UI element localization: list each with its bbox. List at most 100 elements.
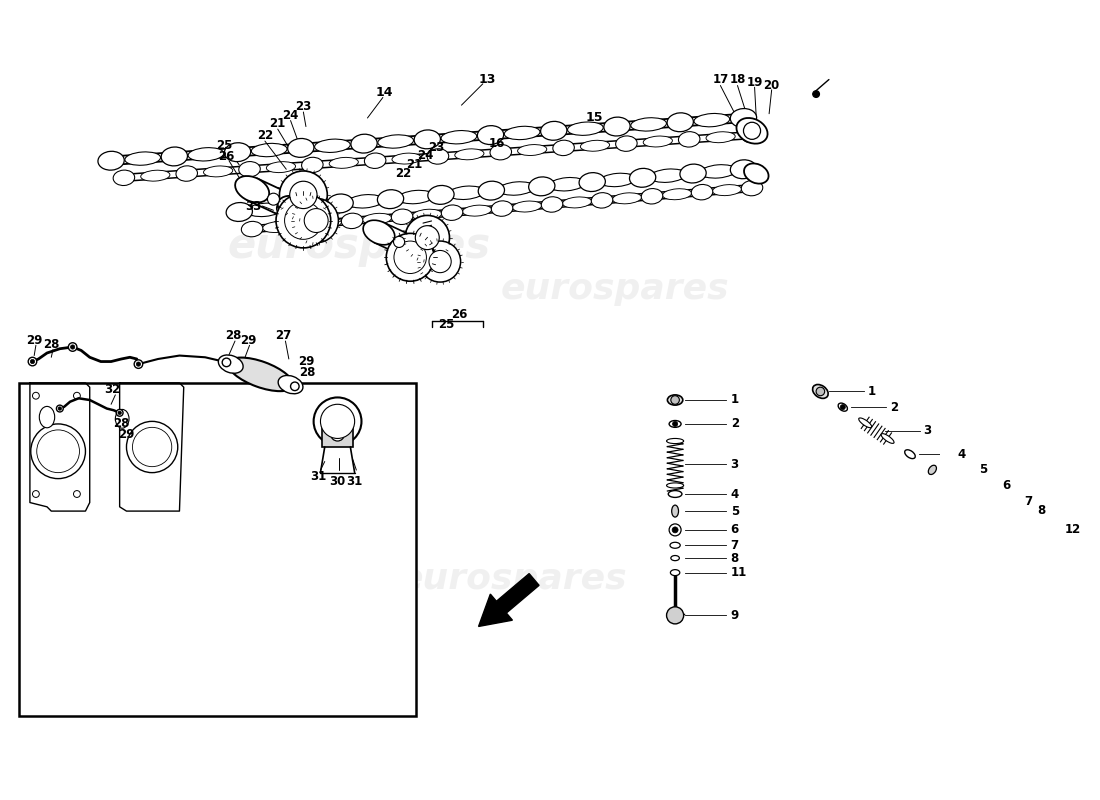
Ellipse shape xyxy=(616,136,637,151)
Ellipse shape xyxy=(218,355,243,374)
Ellipse shape xyxy=(224,142,251,162)
Text: 11: 11 xyxy=(730,566,747,579)
Ellipse shape xyxy=(904,450,915,458)
Text: 7: 7 xyxy=(730,538,739,552)
Ellipse shape xyxy=(449,186,484,199)
Circle shape xyxy=(331,427,344,441)
Ellipse shape xyxy=(363,214,392,224)
Circle shape xyxy=(267,193,279,205)
Ellipse shape xyxy=(713,185,741,196)
Text: 30: 30 xyxy=(329,474,345,488)
Ellipse shape xyxy=(838,403,847,411)
Ellipse shape xyxy=(644,136,672,147)
Ellipse shape xyxy=(278,375,303,394)
Ellipse shape xyxy=(301,158,323,173)
Text: 6: 6 xyxy=(730,523,739,536)
Text: 5: 5 xyxy=(730,505,739,518)
Ellipse shape xyxy=(363,220,395,245)
Ellipse shape xyxy=(235,176,270,202)
Circle shape xyxy=(314,398,362,446)
Ellipse shape xyxy=(428,186,454,204)
Ellipse shape xyxy=(694,114,729,127)
Ellipse shape xyxy=(881,434,894,443)
Circle shape xyxy=(386,234,434,282)
Ellipse shape xyxy=(125,152,161,166)
Ellipse shape xyxy=(498,182,535,195)
Circle shape xyxy=(126,422,178,473)
Text: 8: 8 xyxy=(730,551,739,565)
Circle shape xyxy=(276,193,331,248)
Circle shape xyxy=(394,236,405,247)
Ellipse shape xyxy=(414,130,440,149)
Ellipse shape xyxy=(492,201,513,216)
Text: 7: 7 xyxy=(1024,494,1032,508)
Ellipse shape xyxy=(504,126,540,140)
Ellipse shape xyxy=(454,149,484,160)
Ellipse shape xyxy=(541,197,563,212)
Text: 29: 29 xyxy=(119,428,134,441)
Text: 21: 21 xyxy=(406,158,422,170)
Ellipse shape xyxy=(667,483,684,488)
Ellipse shape xyxy=(40,406,55,428)
Text: 8: 8 xyxy=(1037,504,1046,517)
Ellipse shape xyxy=(348,194,383,208)
Text: 26: 26 xyxy=(218,150,234,163)
Text: 28: 28 xyxy=(43,338,59,351)
Ellipse shape xyxy=(228,358,293,391)
Ellipse shape xyxy=(113,170,134,186)
FancyArrow shape xyxy=(478,574,539,626)
Ellipse shape xyxy=(641,189,663,204)
Circle shape xyxy=(416,226,439,250)
Text: 12: 12 xyxy=(1065,523,1081,536)
Ellipse shape xyxy=(292,218,312,233)
Text: 25: 25 xyxy=(217,139,233,152)
Circle shape xyxy=(29,358,36,366)
Circle shape xyxy=(132,427,172,466)
Ellipse shape xyxy=(176,166,198,182)
Text: 5: 5 xyxy=(979,463,988,476)
Ellipse shape xyxy=(116,410,129,428)
Ellipse shape xyxy=(629,168,656,187)
Ellipse shape xyxy=(600,174,635,186)
Ellipse shape xyxy=(351,134,377,153)
Ellipse shape xyxy=(562,197,592,208)
Circle shape xyxy=(290,382,299,390)
Ellipse shape xyxy=(613,193,641,204)
Circle shape xyxy=(816,387,825,396)
Ellipse shape xyxy=(239,162,261,177)
Circle shape xyxy=(56,405,63,412)
Ellipse shape xyxy=(540,122,566,140)
Text: 28: 28 xyxy=(299,366,316,379)
Ellipse shape xyxy=(553,140,574,156)
Text: 29: 29 xyxy=(240,334,256,346)
Ellipse shape xyxy=(277,196,311,222)
Ellipse shape xyxy=(441,205,463,220)
Ellipse shape xyxy=(462,205,492,216)
Circle shape xyxy=(31,359,34,364)
Ellipse shape xyxy=(341,213,363,229)
Text: 22: 22 xyxy=(395,167,411,180)
Ellipse shape xyxy=(529,177,554,196)
Ellipse shape xyxy=(928,466,936,474)
Ellipse shape xyxy=(579,173,605,191)
Text: eurospares: eurospares xyxy=(398,562,627,597)
Circle shape xyxy=(74,490,80,498)
Text: 33: 33 xyxy=(245,199,262,213)
Text: 18: 18 xyxy=(729,73,746,86)
Ellipse shape xyxy=(427,149,449,164)
Ellipse shape xyxy=(377,190,404,209)
Ellipse shape xyxy=(312,218,342,229)
Text: 13: 13 xyxy=(478,73,496,86)
Text: 31: 31 xyxy=(310,470,327,483)
Circle shape xyxy=(1047,548,1064,565)
Text: 9: 9 xyxy=(730,609,739,622)
Circle shape xyxy=(33,490,40,498)
Ellipse shape xyxy=(670,542,680,548)
Bar xyxy=(322,426,353,447)
Text: 16: 16 xyxy=(490,137,506,150)
Ellipse shape xyxy=(141,170,169,181)
Text: 4: 4 xyxy=(957,448,965,461)
Circle shape xyxy=(134,360,143,368)
Ellipse shape xyxy=(741,180,762,196)
Circle shape xyxy=(429,250,451,273)
